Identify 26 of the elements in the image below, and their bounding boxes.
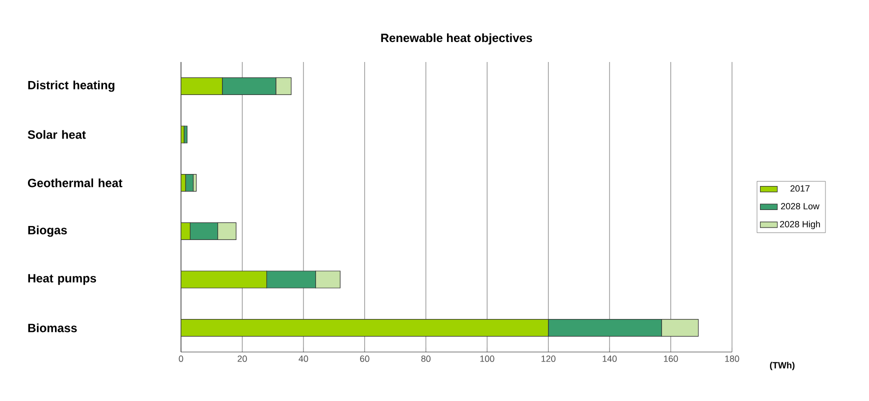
y-tick-label: Heat pumps	[28, 274, 96, 285]
y-tick-label: Biogas	[28, 226, 67, 237]
legend-label: 2028 High	[780, 220, 820, 230]
y-tick-label: District heating	[28, 80, 114, 92]
bar	[181, 270, 268, 288]
x-tick-label: 80	[421, 356, 431, 362]
y-tick-label: Biomass	[28, 323, 77, 332]
x-tick-label: 160	[664, 356, 678, 362]
x-tick-label: 120	[542, 356, 556, 362]
x-tick-label: 0	[178, 356, 184, 362]
x-tick-label: 100	[480, 356, 494, 362]
x-tick-label: 40	[298, 356, 308, 362]
bar	[181, 77, 223, 95]
bar	[181, 319, 549, 337]
x-tick-label: 140	[602, 356, 617, 362]
y-tick-label: Solar heat	[28, 130, 86, 139]
x-tick-label: 20	[238, 356, 247, 362]
x-tick-label: 60	[360, 356, 370, 362]
bar	[181, 222, 190, 240]
chart-title: Renewable heat objectives	[381, 33, 532, 45]
x-axis-title: (TWh)	[770, 362, 794, 370]
legend-label: 2017	[790, 185, 810, 192]
legend-label: 2028 Low	[781, 203, 820, 210]
x-tick-label: 180	[725, 356, 740, 362]
y-tick-label: Geothermal heat	[28, 178, 122, 188]
bar	[185, 174, 194, 192]
